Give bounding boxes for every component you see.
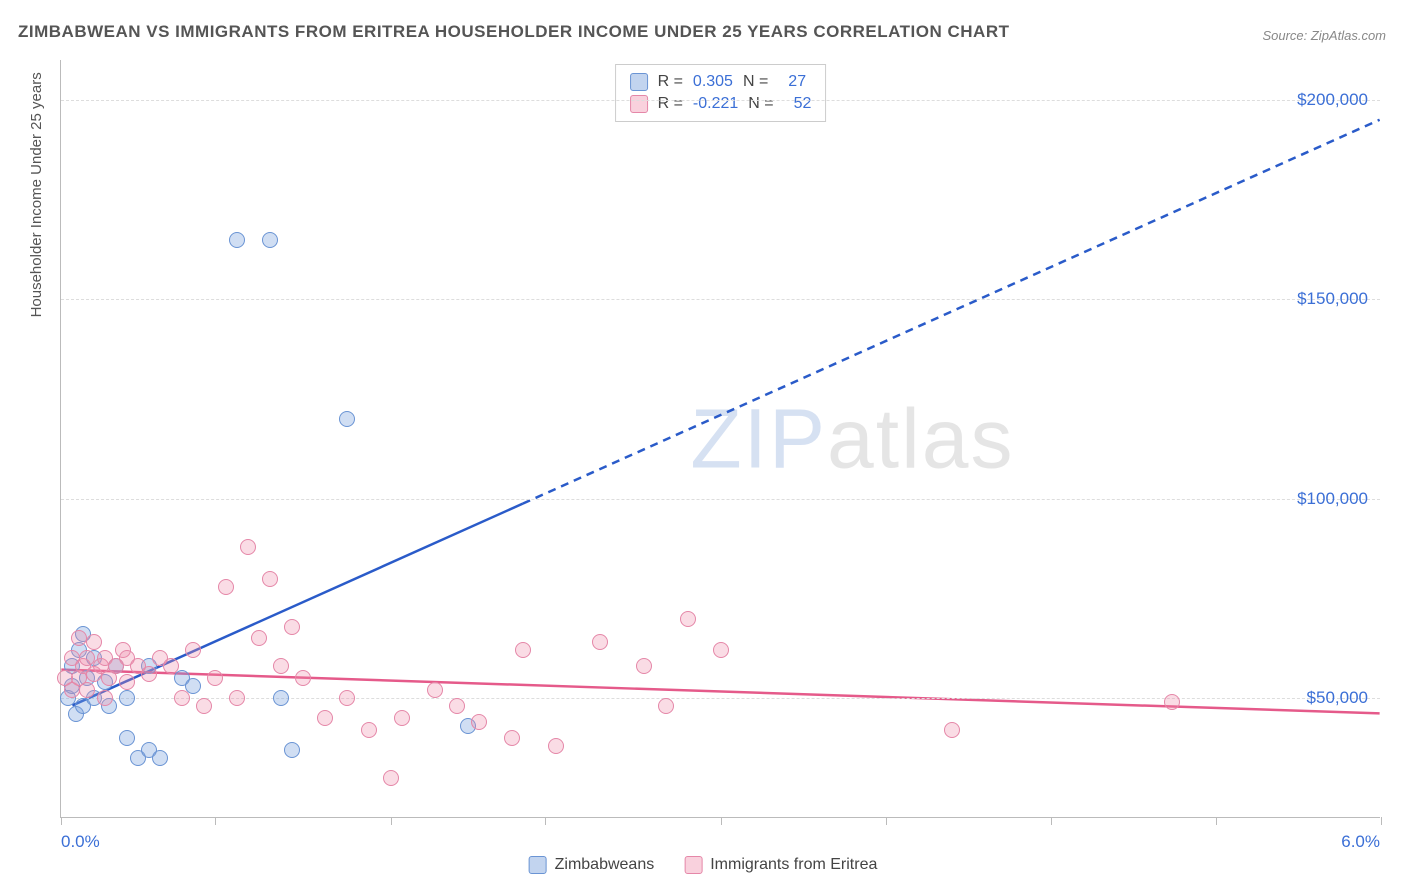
- legend-swatch-a: [630, 73, 648, 91]
- n-value-a: 27: [788, 73, 806, 91]
- gridline: [61, 100, 1380, 101]
- data-point-b: [251, 630, 267, 646]
- n-label: N =: [748, 95, 773, 113]
- x-axis-min: 0.0%: [61, 832, 100, 852]
- legend-row-b: R = -0.221 N = 52: [630, 93, 812, 115]
- y-tick-label: $200,000: [1297, 90, 1368, 110]
- watermark-atlas: atlas: [827, 391, 1014, 485]
- data-point-b: [449, 698, 465, 714]
- correlation-legend: R = 0.305 N = 27 R = -0.221 N = 52: [615, 64, 827, 122]
- legend-swatch-b: [630, 95, 648, 113]
- data-point-b: [504, 730, 520, 746]
- n-label: N =: [743, 73, 768, 91]
- data-point-b: [185, 642, 201, 658]
- data-point-b: [284, 619, 300, 635]
- data-point-b: [141, 666, 157, 682]
- data-point-b: [86, 634, 102, 650]
- r-value-a: 0.305: [693, 73, 733, 91]
- data-point-b: [218, 579, 234, 595]
- watermark: ZIPatlas: [690, 390, 1014, 487]
- correlation-chart: ZIMBABWEAN VS IMMIGRANTS FROM ERITREA HO…: [0, 0, 1406, 892]
- data-point-b: [680, 611, 696, 627]
- legend-swatch-a: [529, 856, 547, 874]
- data-point-b: [592, 634, 608, 650]
- data-point-b: [295, 670, 311, 686]
- data-point-a: [119, 690, 135, 706]
- watermark-zip: ZIP: [690, 391, 827, 485]
- data-point-b: [471, 714, 487, 730]
- data-point-a: [229, 232, 245, 248]
- data-point-b: [383, 770, 399, 786]
- source-attribution: Source: ZipAtlas.com: [1262, 28, 1386, 43]
- data-point-a: [273, 690, 289, 706]
- plot-area: R = 0.305 N = 27 R = -0.221 N = 52 ZIPat…: [60, 60, 1380, 818]
- data-point-b: [1164, 694, 1180, 710]
- data-point-b: [273, 658, 289, 674]
- y-tick-label: $150,000: [1297, 289, 1368, 309]
- data-point-b: [394, 710, 410, 726]
- x-tick: [391, 817, 392, 825]
- data-point-b: [944, 722, 960, 738]
- legend-swatch-b: [684, 856, 702, 874]
- x-tick: [1051, 817, 1052, 825]
- data-point-b: [636, 658, 652, 674]
- legend-item-b: Immigrants from Eritrea: [684, 856, 877, 874]
- y-tick-label: $50,000: [1307, 688, 1368, 708]
- x-tick: [545, 817, 546, 825]
- data-point-b: [262, 571, 278, 587]
- legend-item-a: Zimbabweans: [529, 856, 655, 874]
- data-point-a: [119, 730, 135, 746]
- y-axis-label: Householder Income Under 25 years: [28, 72, 45, 317]
- trendline-overlay: [61, 60, 1380, 817]
- data-point-a: [262, 232, 278, 248]
- data-point-b: [713, 642, 729, 658]
- data-point-b: [317, 710, 333, 726]
- n-value-b: 52: [794, 95, 812, 113]
- data-point-b: [515, 642, 531, 658]
- x-tick: [1216, 817, 1217, 825]
- x-tick: [721, 817, 722, 825]
- chart-title: ZIMBABWEAN VS IMMIGRANTS FROM ERITREA HO…: [18, 22, 1010, 42]
- data-point-b: [196, 698, 212, 714]
- data-point-b: [174, 690, 190, 706]
- x-axis-max: 6.0%: [1341, 832, 1380, 852]
- r-label: R =: [658, 95, 683, 113]
- data-point-b: [427, 682, 443, 698]
- data-point-b: [207, 670, 223, 686]
- data-point-b: [548, 738, 564, 754]
- data-point-b: [658, 698, 674, 714]
- data-point-a: [339, 411, 355, 427]
- r-label: R =: [658, 73, 683, 91]
- series-legend: Zimbabweans Immigrants from Eritrea: [529, 856, 878, 874]
- gridline: [61, 499, 1380, 500]
- data-point-b: [71, 630, 87, 646]
- legend-row-a: R = 0.305 N = 27: [630, 71, 812, 93]
- x-tick: [61, 817, 62, 825]
- data-point-a: [152, 750, 168, 766]
- data-point-b: [361, 722, 377, 738]
- data-point-b: [79, 682, 95, 698]
- legend-label-a: Zimbabweans: [555, 856, 655, 874]
- legend-label-b: Immigrants from Eritrea: [710, 856, 877, 874]
- x-tick: [215, 817, 216, 825]
- gridline: [61, 698, 1380, 699]
- data-point-a: [284, 742, 300, 758]
- data-point-b: [240, 539, 256, 555]
- data-point-b: [339, 690, 355, 706]
- x-tick: [886, 817, 887, 825]
- data-point-b: [119, 674, 135, 690]
- r-value-b: -0.221: [693, 95, 738, 113]
- x-tick: [1381, 817, 1382, 825]
- data-point-b: [163, 658, 179, 674]
- data-point-b: [229, 690, 245, 706]
- data-point-b: [97, 690, 113, 706]
- y-tick-label: $100,000: [1297, 489, 1368, 509]
- gridline: [61, 299, 1380, 300]
